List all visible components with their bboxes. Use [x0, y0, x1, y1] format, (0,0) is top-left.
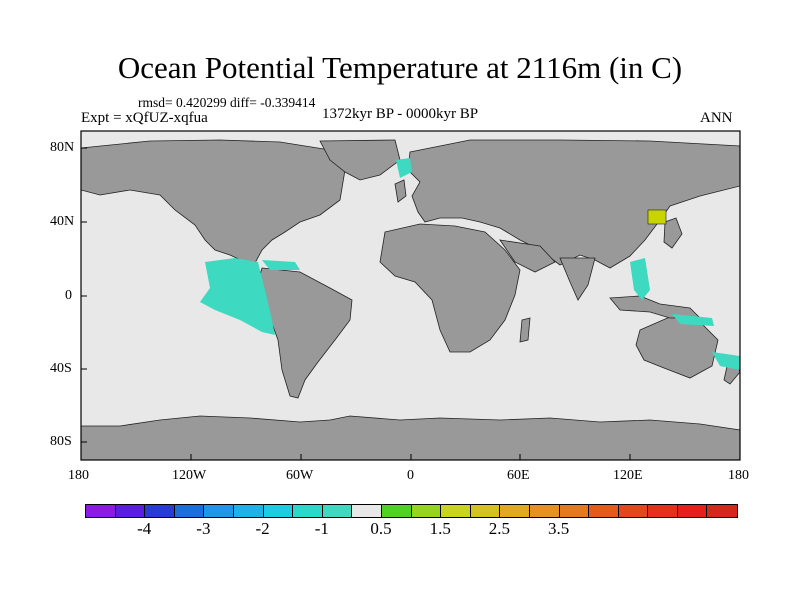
lat-label-40s: 40S [50, 361, 72, 376]
warm-anomaly-yellow-sea [647, 209, 667, 225]
colorbar [85, 504, 739, 518]
landmass-arabia [499, 239, 556, 273]
lon-label-60w: 60W [286, 468, 314, 483]
colorbar-swatch-17 [589, 505, 619, 517]
lat-label-80n: 80N [50, 140, 75, 155]
colorbar-swatch-8 [322, 505, 353, 517]
period-label: 1372kyr BP - 0000kyr BP [322, 106, 479, 122]
colorbar-label-0: -4 [137, 519, 152, 538]
colorbar-swatch-2 [145, 505, 175, 517]
colorbar-swatch-4 [204, 505, 234, 517]
lon-label-60e: 60E [507, 468, 530, 483]
lon-label-120e: 120E [613, 468, 643, 483]
lon-label-180w: 180 [68, 468, 89, 483]
colorbar-swatch-9 [352, 505, 382, 517]
landmass-britain [394, 179, 407, 203]
landmass-africa [379, 223, 521, 353]
colorbar-swatch-20 [677, 505, 708, 517]
colorbar-label-6: 2.5 [488, 519, 511, 538]
cool-anomaly-tasman [712, 352, 740, 370]
lat-label-40n: 40N [50, 214, 75, 229]
tick-marks [81, 147, 631, 460]
landmass-japan [663, 217, 683, 249]
colorbar-label-5: 1.5 [429, 519, 451, 538]
colorbar-swatch-3 [174, 505, 205, 517]
colorbar-swatch-7 [293, 505, 323, 517]
lon-label-180e: 180 [728, 468, 749, 483]
cool-anomaly-west-pacific [630, 258, 650, 300]
cool-anomaly-indonesia [672, 314, 714, 326]
lat-label-80s: 80S [50, 434, 72, 449]
lon-label-0: 0 [407, 468, 414, 483]
cool-anomaly-nordic-seas [396, 158, 412, 178]
lat-label-0: 0 [65, 288, 72, 303]
colorbar-swatch-6 [263, 505, 294, 517]
rmsd-diff-stats: rmsd= 0.420299 diff= -0.339414 [138, 95, 316, 110]
colorbar-swatch-1 [115, 505, 146, 517]
colorbar-label-7: 3.5 [547, 519, 570, 538]
colorbar-label-3: -1 [314, 519, 329, 538]
landmass-madagascar [519, 317, 531, 343]
colorbar-swatch-13 [470, 505, 501, 517]
landmass-north-america [80, 139, 346, 264]
cool-anomaly-east-pacific [200, 258, 275, 335]
colorbar-label-4: 0.5 [370, 519, 392, 538]
colorbar-swatch-10 [381, 505, 412, 517]
experiment-label: Expt = xQfUZ-xqfua [81, 110, 208, 126]
colorbar-swatch-14 [500, 505, 530, 517]
landmass-greenland [319, 139, 401, 181]
landmass-antarctica [80, 415, 741, 461]
colorbar-swatch-0 [86, 505, 116, 517]
cool-anomaly-caribbean [262, 260, 300, 270]
map-title: Ocean Potential Temperature at 2116m (in… [117, 50, 683, 85]
colorbar-swatch-21 [707, 505, 738, 517]
colorbar-swatch-19 [648, 505, 678, 517]
colorbar-swatch-11 [411, 505, 442, 517]
colorbar-label-2: -2 [255, 519, 270, 538]
colorbar-swatch-15 [529, 505, 560, 517]
colorbar-swatch-18 [618, 505, 649, 517]
season-label: ANN [700, 110, 733, 126]
colorbar-swatch-5 [233, 505, 264, 517]
colorbar-label-1: -3 [196, 519, 211, 538]
landmass-india [559, 257, 596, 301]
colorbar-swatch-12 [441, 505, 471, 517]
colorbar-swatch-16 [559, 505, 590, 517]
lon-label-120w: 120W [172, 468, 207, 483]
